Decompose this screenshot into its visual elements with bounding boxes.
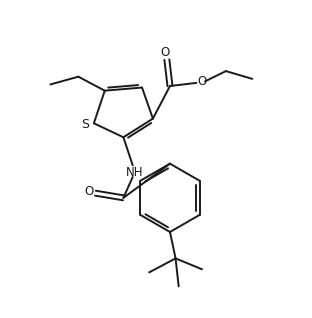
Text: S: S [81,118,89,131]
Text: O: O [197,75,207,88]
Text: NH: NH [125,166,143,178]
Text: O: O [84,185,93,198]
Text: O: O [161,46,170,59]
